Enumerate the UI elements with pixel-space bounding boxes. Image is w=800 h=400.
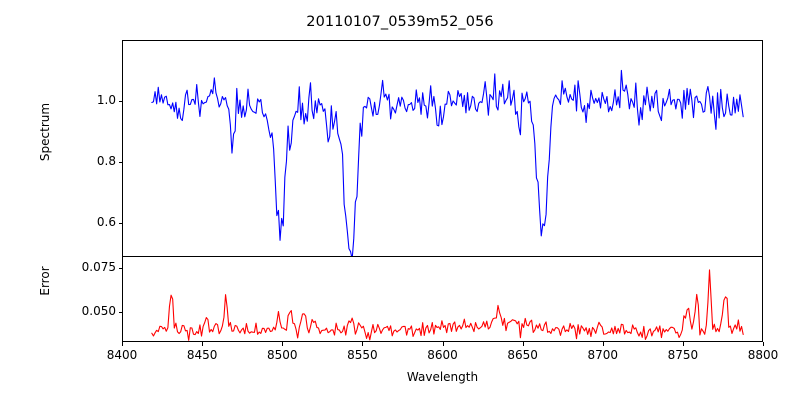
xtick-mark-8650 xyxy=(522,342,524,346)
spectrum-ytick-mark-0.6 xyxy=(118,223,122,225)
figure-title: 20110107_0539m52_056 xyxy=(306,14,494,30)
error-ytick-label-0.05: 0.050 xyxy=(81,304,116,319)
error-line-series xyxy=(151,269,744,341)
spectrum-line-series xyxy=(151,69,744,256)
xtick-label-8600: 8600 xyxy=(427,348,458,362)
error-axis-label: Error xyxy=(38,266,52,296)
xtick-label-8750: 8750 xyxy=(667,348,699,362)
spectrum-ytick-label-0.8: 0.8 xyxy=(96,154,116,169)
xtick-label-8400: 8400 xyxy=(106,348,138,362)
xtick-label-8800: 8800 xyxy=(747,348,779,362)
error-ytick-mark-0.075 xyxy=(118,268,122,270)
spectrum-ytick-label-0.6: 0.6 xyxy=(96,215,116,230)
spectrum-ytick-mark-0.8 xyxy=(118,162,122,164)
xtick-mark-8450 xyxy=(202,342,204,346)
xtick-mark-8550 xyxy=(362,342,364,346)
error-plot-panel xyxy=(122,256,763,342)
xtick-mark-8600 xyxy=(442,342,444,346)
xtick-label-8500: 8500 xyxy=(266,348,298,362)
error-ytick-mark-0.05 xyxy=(118,312,122,314)
xtick-mark-8750 xyxy=(682,342,684,346)
xtick-mark-8800 xyxy=(763,342,764,346)
spectrum-plot-panel xyxy=(122,40,763,257)
spectrum-axis-label: Spectrum xyxy=(38,102,52,162)
error-ytick-label-0.075: 0.075 xyxy=(81,260,116,275)
spectrum-ytick-mark-1 xyxy=(118,101,122,103)
xtick-label-8700: 8700 xyxy=(587,348,619,362)
xtick-mark-8700 xyxy=(602,342,604,346)
spectrum-ytick-label-1: 1.0 xyxy=(96,93,116,108)
xtick-label-8650: 8650 xyxy=(507,348,538,362)
xtick-label-8550: 8550 xyxy=(347,348,378,362)
xtick-label-8450: 8450 xyxy=(186,348,218,362)
xtick-mark-8500 xyxy=(282,342,284,346)
xtick-mark-8400 xyxy=(122,342,123,346)
wavelength-axis-label: Wavelength xyxy=(406,370,479,384)
